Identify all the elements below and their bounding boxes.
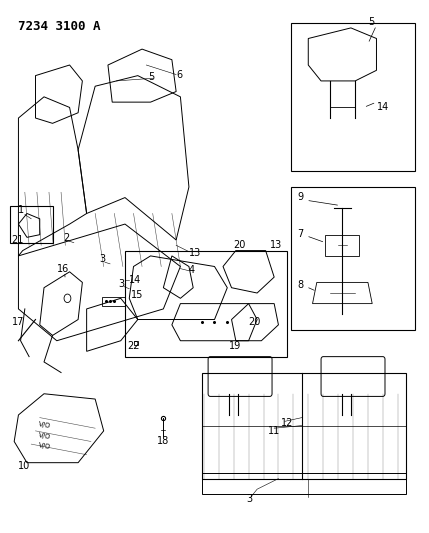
Bar xyxy=(202,373,406,479)
Text: 17: 17 xyxy=(12,317,24,327)
Bar xyxy=(102,297,125,306)
Text: 9: 9 xyxy=(298,192,304,202)
Text: 18: 18 xyxy=(157,436,169,446)
Text: 15: 15 xyxy=(131,290,144,300)
Text: 21: 21 xyxy=(11,235,23,245)
Text: 11: 11 xyxy=(268,425,280,435)
Text: 10: 10 xyxy=(18,461,31,471)
Text: 6: 6 xyxy=(176,70,182,80)
Bar xyxy=(202,473,406,495)
Text: 3: 3 xyxy=(247,495,253,504)
Text: 13: 13 xyxy=(270,240,282,250)
Text: 7234 3100 A: 7234 3100 A xyxy=(18,20,101,33)
Text: 5: 5 xyxy=(368,17,374,27)
Text: 5: 5 xyxy=(148,72,155,82)
Bar xyxy=(125,251,287,357)
Text: V/O: V/O xyxy=(38,432,51,440)
Text: 12: 12 xyxy=(281,417,293,427)
Text: 2: 2 xyxy=(63,233,69,243)
Bar xyxy=(10,206,52,243)
Text: V/O: V/O xyxy=(38,421,51,429)
Text: 3: 3 xyxy=(100,254,106,264)
Text: V/O: V/O xyxy=(38,442,51,450)
Bar xyxy=(291,187,415,330)
Bar xyxy=(291,22,415,171)
Text: 14: 14 xyxy=(129,276,142,286)
Text: 16: 16 xyxy=(57,264,69,274)
Text: 14: 14 xyxy=(377,102,389,112)
Text: 3: 3 xyxy=(118,279,125,289)
Text: 22: 22 xyxy=(127,341,139,351)
Text: 7: 7 xyxy=(298,229,304,239)
Text: 13: 13 xyxy=(189,248,201,258)
Text: 19: 19 xyxy=(230,341,242,351)
Text: 4: 4 xyxy=(189,265,195,275)
Text: 20: 20 xyxy=(248,317,261,327)
Text: 8: 8 xyxy=(298,280,304,290)
Text: 1: 1 xyxy=(18,206,24,215)
Text: 20: 20 xyxy=(234,240,246,250)
